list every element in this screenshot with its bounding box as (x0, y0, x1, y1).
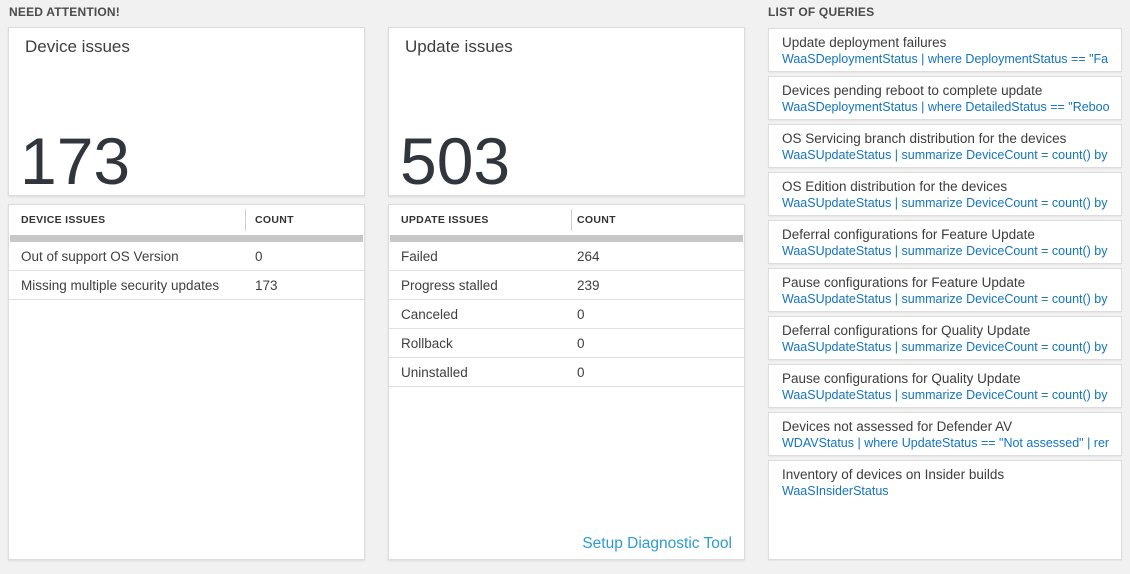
device-issues-table: DEVICE ISSUES COUNT Out of support OS Ve… (8, 204, 365, 560)
issue-label: Failed (401, 249, 438, 264)
update-issues-column-header: UPDATE ISSUES (401, 214, 489, 226)
table-horizontal-scrollbar[interactable] (10, 235, 363, 242)
table-row[interactable]: Canceled 0 (389, 300, 744, 329)
query-text: WaaSDeploymentStatus | where DetailedSta… (782, 100, 1109, 114)
query-text: WaaSUpdateStatus | summarize DeviceCount… (782, 148, 1109, 162)
table-row[interactable]: Out of support OS Version 0 (9, 242, 364, 271)
query-list-item[interactable]: Pause configurations for Quality Update … (768, 364, 1122, 408)
issue-label: Progress stalled (401, 278, 498, 293)
issue-count: 173 (255, 278, 278, 293)
column-divider (571, 209, 572, 231)
query-text: WDAVStatus | where UpdateStatus == "Not … (782, 436, 1109, 450)
query-title: Deferral configurations for Feature Upda… (782, 227, 1035, 242)
query-list-item[interactable]: Update deployment failures WaaSDeploymen… (768, 28, 1122, 72)
update-issues-card[interactable]: Update issues 503 (388, 27, 745, 196)
device-issues-column-header: DEVICE ISSUES (21, 214, 106, 226)
table-row[interactable]: Missing multiple security updates 173 (9, 271, 364, 300)
query-title: OS Edition distribution for the devices (782, 179, 1008, 194)
table-row[interactable]: Rollback 0 (389, 329, 744, 358)
query-title: OS Servicing branch distribution for the… (782, 131, 1067, 146)
query-list: Update deployment failures WaaSDeploymen… (768, 28, 1122, 560)
query-title: Pause configurations for Quality Update (782, 371, 1021, 386)
device-issues-card[interactable]: Device issues 173 (8, 27, 365, 196)
query-list-item[interactable]: Deferral configurations for Feature Upda… (768, 220, 1122, 264)
query-text: WaaSUpdateStatus | summarize DeviceCount… (782, 292, 1109, 306)
query-list-item[interactable]: Inventory of devices on Insider builds W… (768, 460, 1122, 560)
count-column-header: COUNT (255, 214, 294, 226)
table-horizontal-scrollbar[interactable] (390, 235, 743, 242)
query-text: WaaSUpdateStatus | summarize DeviceCount… (782, 388, 1109, 402)
query-title: Devices not assessed for Defender AV (782, 419, 1013, 434)
query-title: Inventory of devices on Insider builds (782, 467, 1005, 482)
update-issues-table-header: UPDATE ISSUES COUNT (389, 205, 744, 235)
query-list-item[interactable]: Devices pending reboot to complete updat… (768, 76, 1122, 120)
count-column-header: COUNT (577, 214, 616, 226)
table-row[interactable]: Progress stalled 239 (389, 271, 744, 300)
issue-count: 239 (577, 278, 600, 293)
query-list-item[interactable]: OS Servicing branch distribution for the… (768, 124, 1122, 168)
device-issues-card-title: Device issues (25, 37, 130, 56)
query-title: Update deployment failures (782, 35, 947, 50)
update-issues-card-title: Update issues (405, 37, 513, 56)
issue-count: 0 (255, 249, 263, 264)
device-issues-total: 173 (20, 124, 131, 198)
issue-count: 264 (577, 249, 600, 264)
query-text: WaaSInsiderStatus (782, 484, 889, 498)
table-row[interactable]: Uninstalled 0 (389, 358, 744, 387)
query-title: Deferral configurations for Quality Upda… (782, 323, 1031, 338)
query-list-item[interactable]: Pause configurations for Feature Update … (768, 268, 1122, 312)
setup-diagnostic-tool-link[interactable]: Setup Diagnostic Tool (582, 535, 732, 552)
issue-count: 0 (577, 365, 585, 380)
issue-label: Canceled (401, 307, 459, 322)
query-list-item[interactable]: OS Edition distribution for the devices … (768, 172, 1122, 216)
column-divider (245, 209, 246, 231)
list-of-queries-heading: LIST OF QUERIES (768, 5, 875, 19)
update-issues-total: 503 (400, 124, 511, 198)
issue-label: Uninstalled (401, 365, 468, 380)
query-title: Pause configurations for Feature Update (782, 275, 1026, 290)
issue-label: Missing multiple security updates (21, 278, 220, 293)
update-issues-table: UPDATE ISSUES COUNT Failed 264 Progress … (388, 204, 745, 560)
query-text: WaaSUpdateStatus | summarize DeviceCount… (782, 196, 1109, 210)
device-issues-table-header: DEVICE ISSUES COUNT (9, 205, 364, 235)
issue-count: 0 (577, 307, 585, 322)
query-text: WaaSUpdateStatus | summarize DeviceCount… (782, 340, 1109, 354)
need-attention-heading: NEED ATTENTION! (9, 5, 120, 19)
query-text: WaaSDeploymentStatus | where DeploymentS… (782, 52, 1109, 66)
query-text: WaaSUpdateStatus | summarize DeviceCount… (782, 244, 1109, 258)
query-list-item[interactable]: Devices not assessed for Defender AV WDA… (768, 412, 1122, 456)
query-list-item[interactable]: Deferral configurations for Quality Upda… (768, 316, 1122, 360)
issue-label: Rollback (401, 336, 453, 351)
table-row[interactable]: Failed 264 (389, 242, 744, 271)
issue-label: Out of support OS Version (21, 249, 179, 264)
query-title: Devices pending reboot to complete updat… (782, 83, 1043, 98)
issue-count: 0 (577, 336, 585, 351)
